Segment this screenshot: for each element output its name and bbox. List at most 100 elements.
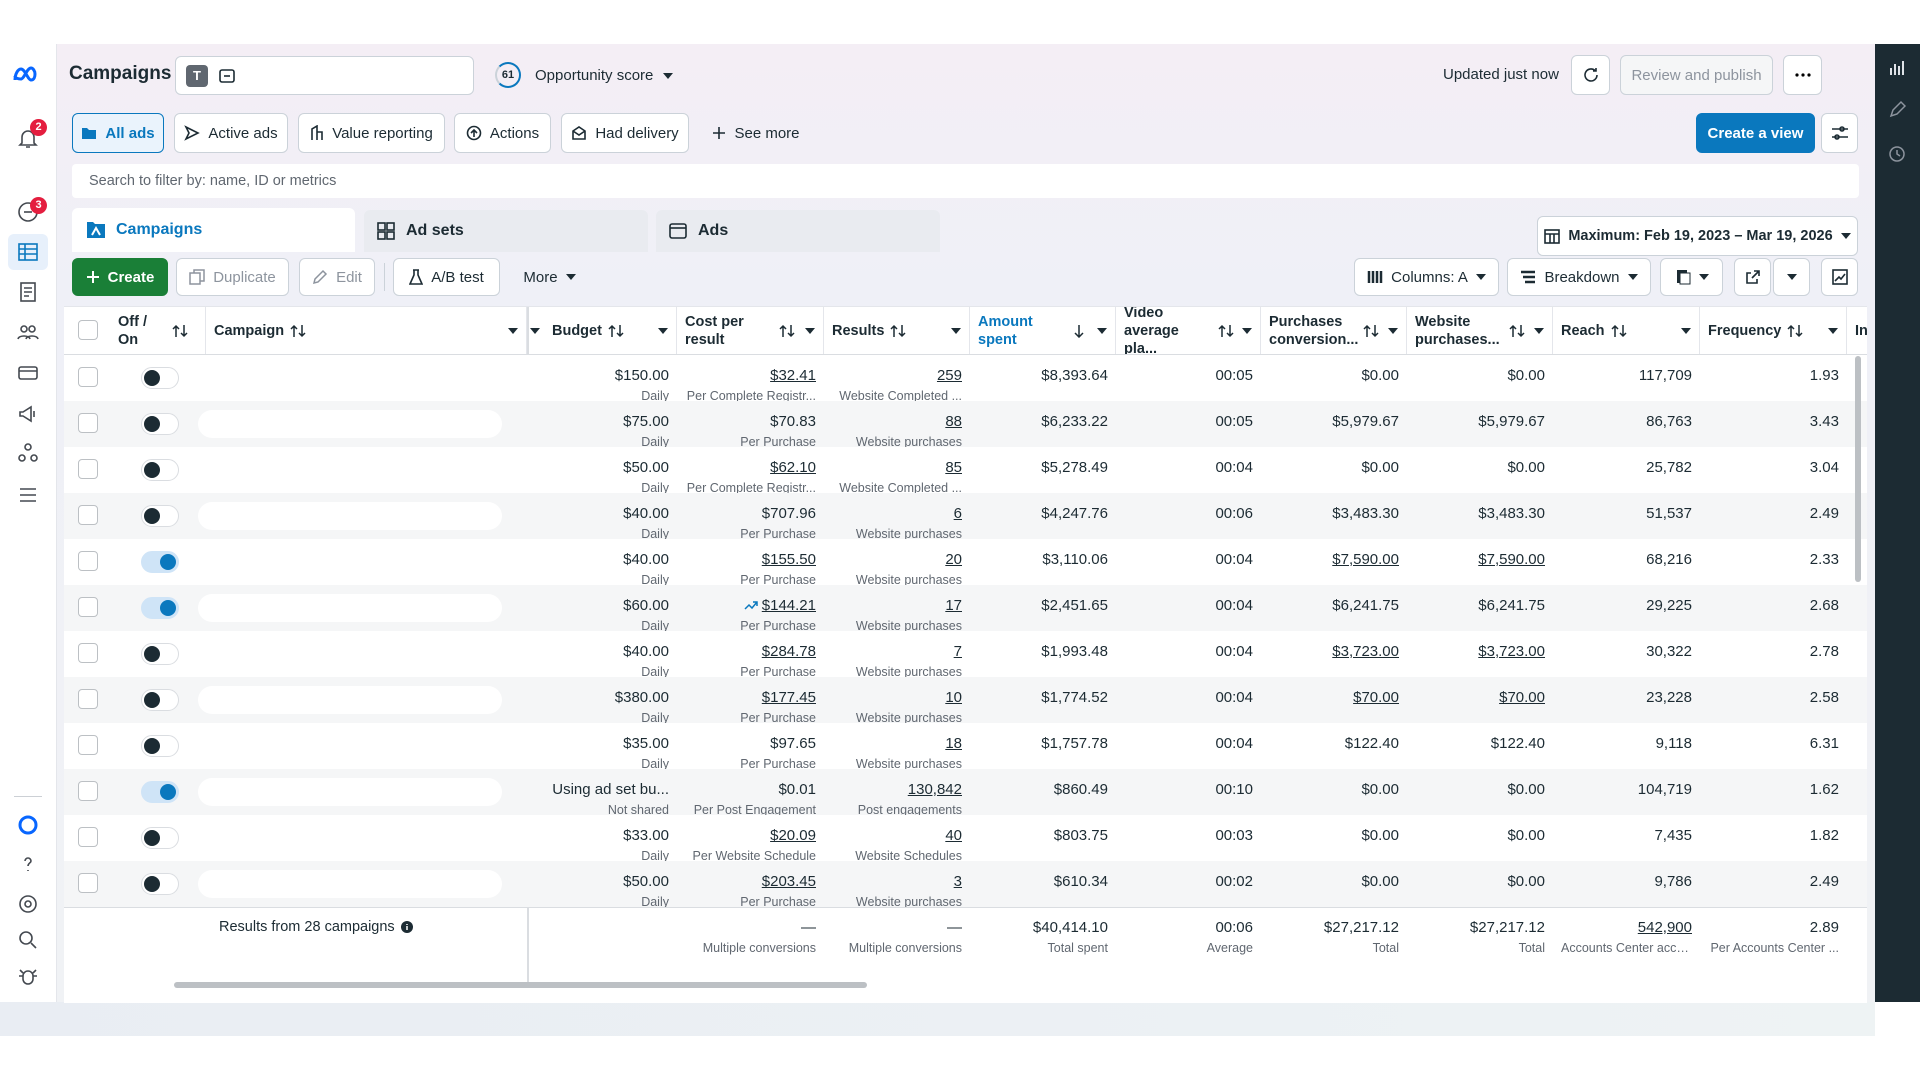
duplicate-button[interactable]: Duplicate <box>176 258 289 296</box>
row-checkbox[interactable] <box>78 689 98 709</box>
settings-icon[interactable] <box>16 892 40 916</box>
cell-text[interactable]: $7,590.00 <box>1478 551 1545 568</box>
meta-ai-icon[interactable] <box>16 813 40 837</box>
row-checkbox[interactable] <box>78 505 98 525</box>
cell-value[interactable]: $7,590.00 <box>1415 551 1545 570</box>
row-checkbox[interactable] <box>78 551 98 571</box>
cell-text[interactable]: 88 <box>945 413 962 430</box>
cell-text[interactable]: 85 <box>945 459 962 476</box>
filter-see-more[interactable]: See more <box>704 113 808 153</box>
column-menu-caret[interactable] <box>1828 327 1838 334</box>
column-menu-caret[interactable] <box>1242 327 1252 334</box>
sort-icon[interactable] <box>290 324 306 338</box>
frozen-caret[interactable] <box>530 328 540 334</box>
cell-value[interactable]: $70.00 <box>1269 689 1399 708</box>
toggle[interactable] <box>141 505 179 527</box>
sort-icon[interactable] <box>890 324 906 338</box>
cell-value[interactable]: $155.50 <box>685 551 816 570</box>
cell-text[interactable]: $3,723.00 <box>1332 643 1399 660</box>
date-range-picker[interactable]: Maximum: Feb 19, 2023 – Mar 19, 2026 <box>1537 216 1858 256</box>
opportunity-score[interactable]: 61 <box>495 62 521 88</box>
cell-value[interactable]: 3 <box>832 873 962 892</box>
create-button[interactable]: Create <box>72 258 168 296</box>
more-options-button[interactable] <box>1783 55 1822 95</box>
toggle[interactable] <box>141 735 179 757</box>
sort-icon[interactable] <box>1509 324 1525 338</box>
sort-icon[interactable] <box>1611 324 1627 338</box>
cell-text[interactable]: 130,842 <box>907 781 962 798</box>
cell-value[interactable]: $144.21 <box>685 597 816 616</box>
insights-icon[interactable] <box>1887 58 1907 78</box>
campaign-name-redacted[interactable] <box>198 640 502 668</box>
campaign-icon[interactable] <box>16 402 40 426</box>
filter-actions[interactable]: Actions <box>454 113 551 153</box>
info-icon[interactable] <box>400 921 413 933</box>
cell-text[interactable]: 18 <box>945 735 962 752</box>
cell-text[interactable]: $7,590.00 <box>1332 551 1399 568</box>
edit-button[interactable]: Edit <box>299 258 375 296</box>
column-header[interactable]: Reach <box>1553 307 1700 354</box>
cell-text[interactable]: $70.00 <box>1353 689 1399 706</box>
sort-icon[interactable] <box>172 324 188 338</box>
cell-value[interactable]: 6 <box>832 505 962 524</box>
cell-value[interactable]: 7 <box>832 643 962 662</box>
cell-value[interactable]: $32.41 <box>685 367 816 386</box>
column-header[interactable]: Video average pla... <box>1116 307 1261 357</box>
opportunity-dropdown[interactable]: Opportunity score <box>535 67 674 84</box>
row-checkbox[interactable] <box>78 873 98 893</box>
row-checkbox[interactable] <box>78 413 98 433</box>
toggle[interactable] <box>141 459 179 481</box>
column-menu-caret[interactable] <box>1388 327 1398 334</box>
reports-icon[interactable] <box>16 280 40 304</box>
sort-icon[interactable] <box>779 324 795 338</box>
row-checkbox[interactable] <box>78 459 98 479</box>
column-header[interactable]: Website purchases... <box>1407 307 1553 354</box>
cell-value[interactable]: $70.00 <box>1415 689 1545 708</box>
menu-icon[interactable] <box>16 483 40 507</box>
cell-text[interactable]: $144.21 <box>761 597 816 614</box>
column-menu-caret[interactable] <box>805 327 815 334</box>
cell-text[interactable]: $20.09 <box>770 827 816 844</box>
campaign-name-redacted[interactable] <box>198 686 502 714</box>
column-menu-caret[interactable] <box>1534 327 1544 334</box>
horizontal-scrollbar[interactable] <box>174 982 867 988</box>
row-checkbox[interactable] <box>78 827 98 847</box>
cell-value[interactable]: 40 <box>832 827 962 846</box>
select-all-checkbox[interactable] <box>78 320 98 340</box>
filter-had-delivery[interactable]: Had delivery <box>561 113 689 153</box>
business-icon[interactable] <box>16 441 40 465</box>
cell-text[interactable]: $62.10 <box>770 459 816 476</box>
meta-logo[interactable] <box>12 64 44 86</box>
sort-icon[interactable] <box>1787 324 1803 338</box>
campaign-name-redacted[interactable] <box>198 410 502 438</box>
cell-value[interactable]: $20.09 <box>685 827 816 846</box>
cell-value[interactable]: 20 <box>832 551 962 570</box>
create-view-button[interactable]: Create a view <box>1696 113 1815 153</box>
refresh-button[interactable] <box>1571 55 1610 95</box>
toggle[interactable] <box>141 689 179 711</box>
filter-all-ads[interactable]: All ads <box>72 113 164 153</box>
cell-text[interactable]: 20 <box>945 551 962 568</box>
cell-value[interactable]: $284.78 <box>685 643 816 662</box>
column-menu-caret[interactable] <box>508 327 518 334</box>
help-icon[interactable] <box>16 852 40 876</box>
search-box[interactable]: Search to filter by: name, ID or metrics <box>72 164 1859 198</box>
view-settings-button[interactable] <box>1821 113 1858 153</box>
filter-value-reporting[interactable]: Value reporting <box>298 113 445 153</box>
column-menu-caret[interactable] <box>1097 327 1107 334</box>
cell-text[interactable]: $177.45 <box>761 689 816 706</box>
breakdown-button[interactable]: Breakdown <box>1507 258 1651 296</box>
cell-text[interactable]: $284.78 <box>761 643 816 660</box>
cell-text[interactable]: $70.00 <box>1499 689 1545 706</box>
campaign-name-redacted[interactable] <box>198 548 502 576</box>
cell-text[interactable]: 6 <box>953 505 962 522</box>
cell-text[interactable]: 40 <box>945 827 962 844</box>
campaign-name-redacted[interactable] <box>198 502 502 530</box>
audiences-icon[interactable] <box>16 320 40 344</box>
column-header[interactable]: Results <box>824 307 970 354</box>
cell-text[interactable]: $32.41 <box>770 367 816 384</box>
column-menu-caret[interactable] <box>1681 327 1691 334</box>
columns-button[interactable]: Columns: A <box>1354 258 1499 296</box>
toggle[interactable] <box>141 827 179 849</box>
column-header[interactable]: Cost per result <box>677 307 824 354</box>
